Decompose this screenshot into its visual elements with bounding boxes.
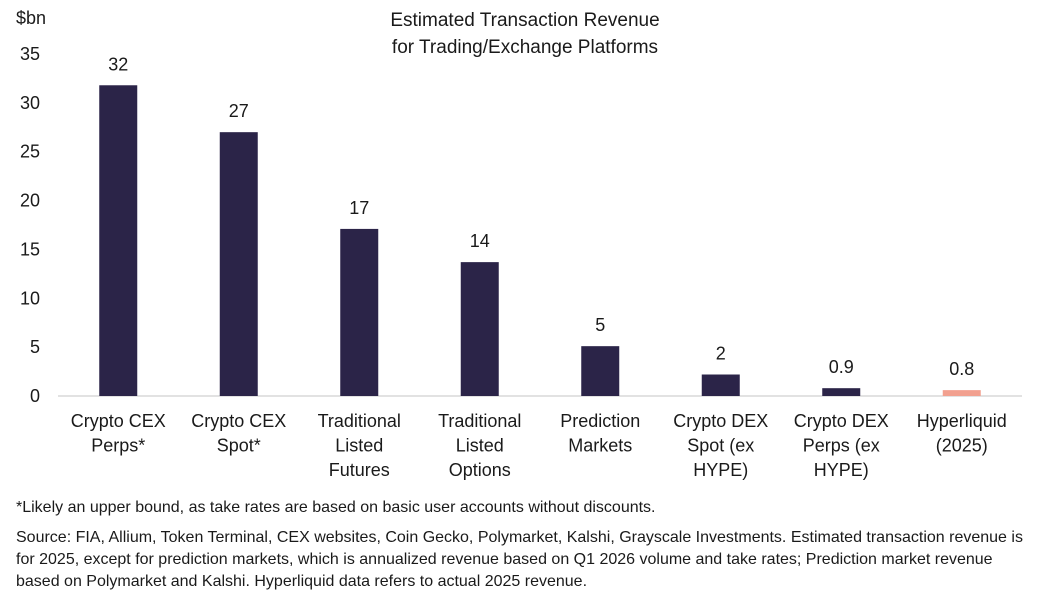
- data-label: 2: [716, 344, 726, 364]
- category-label: HYPE): [814, 460, 869, 480]
- category-labels: Crypto CEX Perps* Crypto CEX Spot* Tradition…: [71, 411, 1007, 480]
- bar: [340, 228, 379, 396]
- y-tick-label: 10: [20, 288, 40, 308]
- bar: [219, 132, 258, 396]
- y-tick-label: 35: [20, 44, 40, 64]
- category-label: Crypto DEX: [794, 411, 889, 431]
- source-note: Source: FIA, Allium, Token Terminal, CEX…: [16, 529, 1023, 590]
- bar: [581, 346, 620, 396]
- data-label: 32: [108, 54, 128, 74]
- chart-title-line-2: for Trading/Exchange Platforms: [392, 37, 658, 58]
- category-label: Crypto CEX: [71, 411, 166, 431]
- y-tick-label: 5: [30, 337, 40, 357]
- data-labels: 32 27 17 14 5 2 0.9 0.8: [108, 54, 974, 379]
- category-label: Prediction: [560, 411, 640, 431]
- data-label: 0.8: [949, 359, 974, 379]
- category-label: Crypto DEX: [673, 411, 768, 431]
- category-label: Crypto CEX: [191, 411, 286, 431]
- bar: [701, 374, 740, 396]
- category-label: Traditional: [318, 411, 401, 431]
- category-label: Listed: [456, 436, 504, 456]
- bar: [460, 262, 499, 396]
- category-label: Spot (ex: [687, 436, 754, 456]
- y-axis-label: $bn: [16, 8, 46, 28]
- chart-title-line-1: Estimated Transaction Revenue: [390, 10, 659, 31]
- y-tick-label: 30: [20, 93, 40, 113]
- data-label: 5: [595, 315, 605, 335]
- category-label: Markets: [568, 436, 632, 456]
- y-tick-label: 25: [20, 142, 40, 162]
- data-label: 17: [349, 198, 369, 218]
- data-label: 0.9: [829, 357, 854, 377]
- category-label: Perps*: [91, 436, 145, 456]
- bar: [822, 388, 861, 396]
- category-label: Listed: [335, 436, 383, 456]
- category-label: HYPE): [693, 460, 748, 480]
- data-label: 27: [229, 101, 249, 121]
- y-axis-ticks: 0 5 10 15 20 25 30 35: [20, 44, 40, 406]
- category-label: (2025): [936, 436, 988, 456]
- y-tick-label: 15: [20, 239, 40, 259]
- bar: [942, 390, 981, 396]
- category-label: Hyperliquid: [917, 411, 1007, 431]
- category-label: Perps (ex: [803, 436, 880, 456]
- footnote: *Likely an upper bound, as take rates ar…: [16, 499, 656, 516]
- category-label: Spot*: [217, 436, 261, 456]
- y-tick-label: 0: [30, 386, 40, 406]
- category-label: Options: [449, 460, 511, 480]
- category-label: Traditional: [438, 411, 521, 431]
- bar-chart: $bn Estimated Transaction Revenue for Tr…: [16, 8, 1022, 480]
- chart-notes: *Likely an upper bound, as take rates ar…: [16, 497, 1036, 601]
- bar: [99, 85, 138, 397]
- bar-series: [99, 85, 981, 397]
- category-label: Futures: [329, 460, 390, 480]
- data-label: 14: [470, 231, 490, 251]
- y-tick-label: 20: [20, 191, 40, 211]
